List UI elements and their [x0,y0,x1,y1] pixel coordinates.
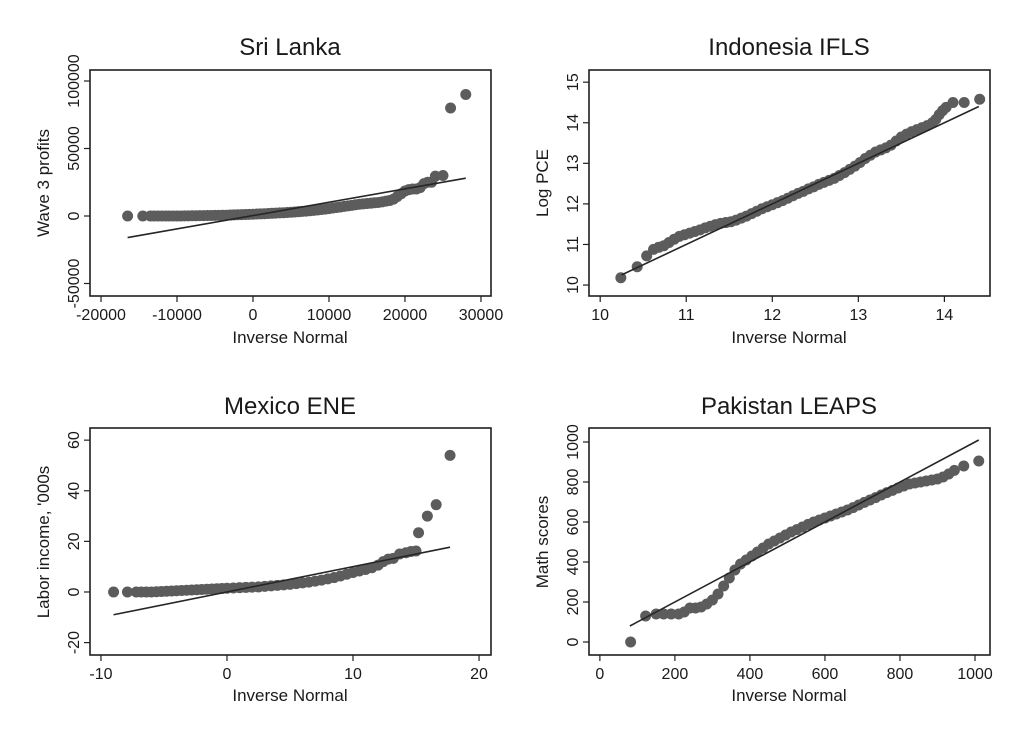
panel-mexico-ene: Mexico ENE -10 0 10 20 -20 0 20 40 60 Inverse N… [34,393,492,705]
data-point [973,455,985,467]
data-point [974,93,986,105]
panel-title: Pakistan LEAPS [701,393,877,420]
x-tick-label: 11 [678,307,695,324]
y-axis-label: Labor income, '000s [34,466,53,619]
data-point [641,250,653,262]
x-tick-label: -10 [89,666,112,683]
panel-pakistan-leaps: Pakistan LEAPS 0 200 400 600 800 1000 0 200 400… [533,393,993,705]
reference-line [621,105,980,276]
x-axis: 0 200 400 600 800 1000 [595,655,993,683]
x-tick-label: 10 [344,666,362,683]
y-axis-label: Wave 3 profits [34,129,53,237]
x-axis-label: Inverse Normal [232,328,347,347]
data-point [948,464,960,476]
y-tick-label: 1000 [565,424,582,460]
y-tick-label: 0 [66,587,83,596]
data-point [137,210,149,222]
x-tick-label: 0 [595,666,604,683]
x-tick-label: -10000 [152,307,202,324]
panel-indonesia-ifls: Indonesia IFLS 10 11 12 13 14 10 11 12 13 14 15 I… [533,34,991,347]
data-point [712,588,724,600]
y-axis-label: Log PCE [533,149,552,217]
y-axis: -50000 0 50000 100000 [66,54,90,308]
y-axis: 0 200 400 600 800 1000 [565,424,589,646]
x-axis: -10 0 10 20 [89,655,488,683]
x-tick-label: 200 [662,666,689,683]
x-tick-label: 10 [591,307,609,324]
panel-sri-lanka: Sri Lanka -20000 -10000 0 10000 20000 30000 -… [34,34,503,347]
y-tick-label: 600 [565,509,582,536]
x-tick-label: 10000 [307,307,352,324]
reference-line [629,439,980,627]
x-tick-label: 1000 [957,666,993,683]
y-tick-label: 0 [66,211,83,220]
data-point [430,499,442,511]
data-point [958,460,970,472]
y-tick-label: 50000 [66,126,83,171]
x-tick-label: 20000 [383,307,428,324]
x-tick-label: 30000 [459,307,504,324]
y-tick-label: 400 [565,549,582,576]
x-tick-label: 0 [223,666,232,683]
y-tick-label: 60 [66,431,83,449]
y-tick-label: 0 [565,637,582,646]
x-axis-label: Inverse Normal [731,686,846,705]
y-tick-label: 10 [565,276,582,294]
x-tick-label: -20000 [76,307,126,324]
y-tick-label: 100000 [66,54,83,107]
x-tick-label: 14 [935,307,953,324]
data-point [108,586,120,598]
y-tick-label: 800 [565,469,582,496]
x-axis-label: Inverse Normal [232,686,347,705]
y-tick-label: 11 [565,236,582,253]
x-tick-label: 0 [249,307,258,324]
data-point [625,636,637,648]
data-point [121,586,133,598]
panel-title: Sri Lanka [239,34,341,61]
data-point [437,170,449,182]
data-point [615,272,627,284]
x-tick-label: 600 [812,666,839,683]
y-tick-label: 13 [565,154,582,172]
y-tick-label: 40 [66,482,83,500]
data-point [460,89,472,101]
panel-title: Mexico ENE [224,393,356,420]
x-axis: 10 11 12 13 14 [591,296,953,324]
data-point [122,210,134,222]
data-point [718,580,730,592]
x-axis: -20000 -10000 0 10000 20000 30000 [76,296,503,324]
x-axis-label: Inverse Normal [731,328,846,347]
data-point [445,102,457,114]
y-tick-label: 14 [565,114,582,132]
x-tick-label: 13 [849,307,867,324]
data-point [958,96,970,108]
y-axis: -20 0 20 40 60 [66,431,90,654]
data-point [421,510,433,522]
data-point [444,449,456,461]
reference-line [113,546,451,616]
x-tick-label: 20 [470,666,488,683]
data-point [947,96,959,108]
y-axis-label: Math scores [533,496,552,589]
y-tick-label: 20 [66,532,83,550]
y-tick-label: 12 [565,195,582,213]
plot-frame [89,427,492,656]
x-tick-label: 800 [887,666,914,683]
x-tick-label: 400 [737,666,764,683]
x-tick-label: 12 [763,307,781,324]
y-tick-label: 200 [565,589,582,616]
reference-line [127,177,466,239]
y-tick-label: 15 [565,73,582,91]
data-point [413,527,425,539]
y-tick-label: -20 [66,631,83,654]
y-tick-label: -50000 [66,258,83,308]
y-axis: 10 11 12 13 14 15 [565,73,589,294]
panel-title: Indonesia IFLS [708,34,869,61]
